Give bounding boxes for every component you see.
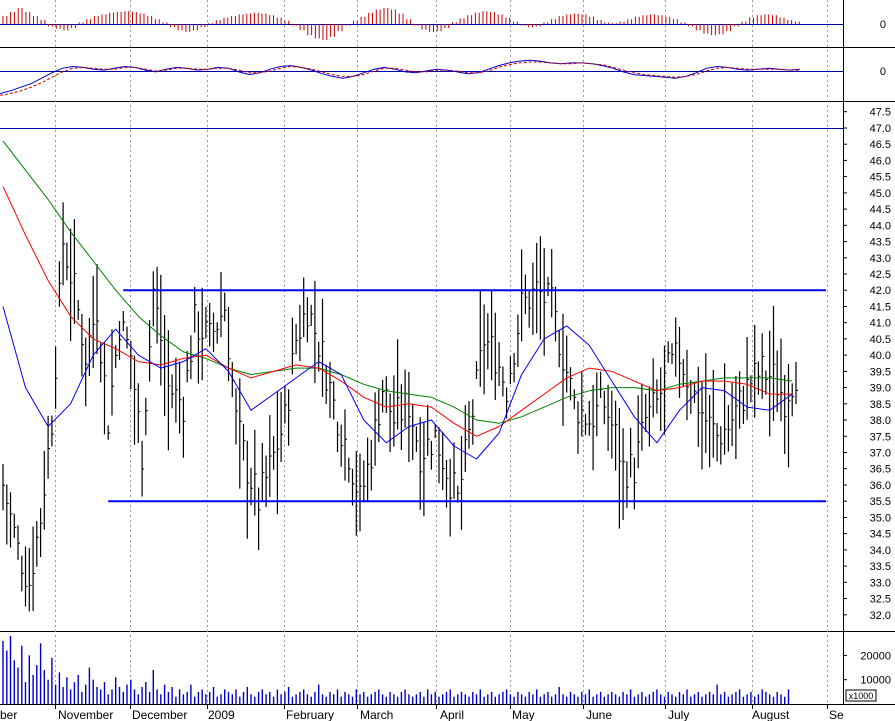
month-label: July	[668, 708, 689, 721]
price-tick-label: 38.5	[870, 399, 891, 411]
oscillator-main-line	[0, 59, 801, 94]
price-tick-label: 42.0	[870, 285, 891, 297]
price-tick-label: 43.5	[870, 237, 891, 249]
price-tick-label: 41.0	[870, 318, 891, 330]
price-tick-label: 33.5	[870, 561, 891, 573]
price-tick-label: 37.0	[870, 448, 891, 460]
histogram-zero-label: 0	[880, 19, 886, 31]
price-tick-label: 40.5	[870, 334, 891, 346]
moving-average-ma-slow	[2, 140, 793, 424]
month-label: November	[58, 708, 113, 721]
price-tick-label: 36.0	[870, 480, 891, 492]
price-tick-label: 44.0	[870, 220, 891, 232]
price-tick-label: 33.0	[870, 577, 891, 589]
month-gridlines	[0, 0, 895, 705]
price-tick-label: 39.5	[870, 366, 891, 378]
price-tick-label: 34.5	[870, 529, 891, 541]
price-tick-label: 37.5	[870, 431, 891, 443]
price-tick-label: 46.0	[870, 155, 891, 167]
price-tick-label: 44.5	[870, 204, 891, 216]
volume-tick-label: 10000	[860, 675, 891, 687]
price-tick-label: 39.0	[870, 383, 891, 395]
price-tick-label: 36.5	[870, 464, 891, 476]
month-label: August	[752, 708, 790, 721]
price-tick-label: 41.5	[870, 302, 891, 314]
price-tick-label: 43.0	[870, 253, 891, 265]
price-tick-label: 38.0	[870, 415, 891, 427]
month-label: May	[512, 708, 535, 721]
price-tick-label: 35.5	[870, 496, 891, 508]
price-tick-label: 40.0	[870, 350, 891, 362]
month-label: Se	[829, 708, 844, 721]
price-tick-label: 47.0	[870, 123, 891, 135]
volume-multiplier-box	[845, 689, 877, 702]
month-label: June	[586, 708, 612, 721]
month-label: ber	[0, 708, 17, 721]
month-label: April	[440, 708, 464, 721]
month-label: February	[286, 708, 334, 721]
month-label: 2009	[208, 708, 235, 721]
price-tick-label: 45.5	[870, 172, 891, 184]
oscillator-zero-label: 0	[880, 66, 886, 78]
price-panel	[0, 127, 843, 612]
month-label: December	[132, 708, 187, 721]
moving-average-ma-fast	[2, 306, 793, 460]
price-tick-label: 32.0	[870, 610, 891, 622]
price-tick-label: 45.0	[870, 188, 891, 200]
month-label: March	[360, 708, 393, 721]
volume-panel	[2, 636, 790, 704]
price-tick-label: 42.5	[870, 269, 891, 281]
oscillator-lines-panel: 0	[0, 59, 886, 96]
volume-tick-label: 20000	[860, 650, 891, 662]
oscillator-histogram-panel: 0	[0, 8, 886, 40]
price-tick-label: 47.5	[870, 107, 891, 119]
moving-average-ma-mid	[2, 186, 793, 437]
price-tick-label: 34.0	[870, 545, 891, 557]
volume-multiplier-label: x1000	[849, 691, 874, 701]
price-tick-label: 32.5	[870, 594, 891, 606]
price-tick-label: 35.0	[870, 512, 891, 524]
price-tick-label: 46.5	[870, 139, 891, 151]
